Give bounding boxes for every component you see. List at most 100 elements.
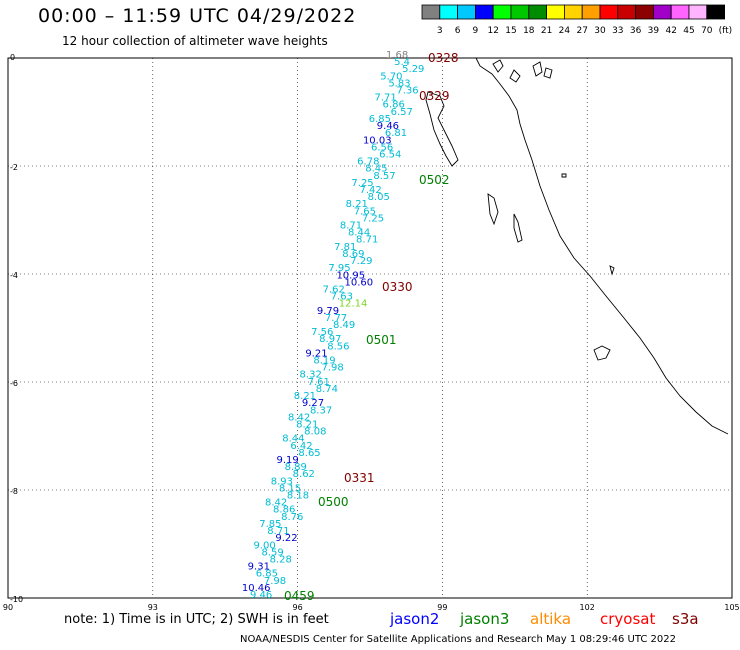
wave-height-value: 1.68 (386, 50, 408, 61)
wave-height-value: 8.21 (294, 391, 316, 402)
wave-height-value: 5.83 (388, 78, 410, 89)
wave-height-map: 90 93 96 99 102 105 0 -2 -4 -6 -8 -10 1.685.45.295.7… (3, 50, 740, 610)
wave-height-value: 7.95 (328, 263, 350, 274)
satellite-altika: altika (530, 610, 572, 628)
legend-label: 33 (612, 26, 623, 36)
wave-height-value: 10.03 (363, 135, 392, 146)
wave-height-value: 7.25 (351, 178, 373, 189)
wave-height-value: 6.42 (290, 441, 312, 452)
wave-height-value: 8.08 (304, 427, 326, 438)
legend-label: 30 (594, 26, 606, 36)
wave-height-value: 8.05 (368, 192, 390, 203)
wave-height-value: 9.21 (305, 348, 327, 359)
lat-tick-label: -6 (10, 379, 18, 388)
page-title: 00:00 – 11:59 UTC 04/29/2022 (38, 5, 357, 27)
wave-height-value: 7.77 (325, 313, 347, 324)
wave-height-value: 8.15 (279, 483, 301, 494)
wave-height-value: 7.42 (360, 185, 382, 196)
legend-label: 39 (648, 26, 660, 36)
wave-height-value: 8.42 (288, 412, 310, 423)
pass-time-label: 0330 (382, 280, 413, 294)
wave-height-value: 8.44 (282, 434, 304, 445)
wave-height-value: 8.74 (316, 384, 338, 395)
legend-label: 9 (473, 26, 479, 36)
legend-label: 21 (541, 26, 552, 36)
wave-height-value: 8.86 (273, 505, 295, 516)
legend-label: 36 (630, 26, 642, 36)
lat-tick-label: 0 (10, 53, 15, 62)
wave-height-value: 9.46 (377, 121, 399, 132)
wave-height-value: 8.76 (281, 512, 303, 523)
wave-height-value: 8.45 (365, 164, 387, 175)
wave-height-value: 8.89 (285, 462, 307, 473)
wave-height-value: 10.95 (336, 270, 365, 281)
wave-height-value: 6.81 (385, 128, 407, 139)
wave-height-value: 10.60 (345, 277, 374, 288)
lon-tick-label: 93 (148, 603, 158, 610)
wave-height-value: 9.46 (250, 590, 272, 601)
lat-tick-label: -2 (10, 163, 18, 172)
coastline (492, 59, 504, 73)
wave-height-value: 6.86 (383, 100, 405, 111)
pass-time-label: 0328 (428, 51, 459, 65)
wave-height-value: 7.61 (308, 377, 330, 388)
wave-height-value: 8.71 (267, 526, 289, 537)
wave-height-value: 9.19 (277, 455, 299, 466)
satellite-cryosat: cryosat (600, 610, 656, 628)
wave-height-value: 9.27 (302, 398, 324, 409)
lat-tick-label: -10 (10, 595, 23, 604)
wave-height-value: 8.44 (348, 228, 370, 239)
legend-unit: (ft) (719, 26, 733, 36)
wave-height-value: 8.69 (342, 249, 364, 260)
wave-height-value: 7.36 (396, 86, 418, 97)
wave-height-value: 7.56 (311, 327, 333, 338)
coastline (609, 265, 615, 276)
wave-height-value: 7.98 (321, 363, 343, 374)
wave-height-value: 7.29 (350, 256, 372, 267)
wave-height-value: 6.85 (369, 114, 391, 125)
wave-height-value: 8.71 (340, 221, 362, 232)
wave-height-value: 5.4 (394, 57, 410, 68)
coastline (475, 57, 729, 435)
wave-height-value: 5.70 (380, 71, 402, 82)
lon-tick-label: 99 (437, 603, 447, 610)
lat-tick-label: -8 (10, 487, 18, 496)
lon-tick-label: 105 (724, 603, 739, 610)
wave-height-value: 9.79 (317, 306, 339, 317)
pass-time-label: 0329 (419, 89, 450, 103)
color-legend: 3 6 9 12 15 18 21 24 27 30 33 36 39 42 45 70 (ft) (421, 4, 733, 36)
legend-swatch (706, 4, 725, 20)
wave-height-value: 8.42 (265, 498, 287, 509)
lon-tick-label: 102 (580, 603, 595, 610)
wave-height-value: 5.29 (402, 64, 424, 75)
wave-height-value: 7.65 (354, 206, 376, 217)
coastline (543, 67, 553, 79)
wave-height-value: 7.62 (323, 284, 345, 295)
lat-tick-label: -4 (10, 271, 18, 280)
legend-label: 15 (505, 26, 516, 36)
wave-height-value: 7.71 (374, 93, 396, 104)
legend-label: 70 (701, 26, 713, 36)
wave-height-value: 9.31 (248, 562, 270, 573)
wave-height-value: 7.81 (334, 242, 356, 253)
coastline (513, 213, 523, 243)
wave-height-value: 8.37 (310, 405, 332, 416)
lon-tick-label: 96 (293, 603, 303, 610)
wave-height-value: 9.22 (275, 533, 297, 544)
wave-height-value: 9.00 (253, 540, 275, 551)
wave-height-value: 6.85 (256, 569, 278, 580)
wave-height-value: 8.32 (300, 370, 322, 381)
pass-time-label: 0502 (419, 173, 450, 187)
wave-height-value: 6.54 (379, 149, 401, 160)
wave-height-value: 6.57 (391, 107, 413, 118)
legend-label: 42 (665, 26, 676, 36)
wave-height-value: 8.18 (287, 491, 309, 502)
legend-label: 18 (523, 26, 535, 36)
pass-time-label: 0501 (366, 333, 397, 347)
wave-height-value: 8.56 (327, 341, 349, 352)
wave-height-value: 7.98 (264, 576, 286, 587)
coastline (532, 61, 543, 77)
wave-height-value: 8.65 (298, 448, 320, 459)
legend-label: 6 (455, 26, 461, 36)
legend-label: 3 (437, 26, 443, 36)
